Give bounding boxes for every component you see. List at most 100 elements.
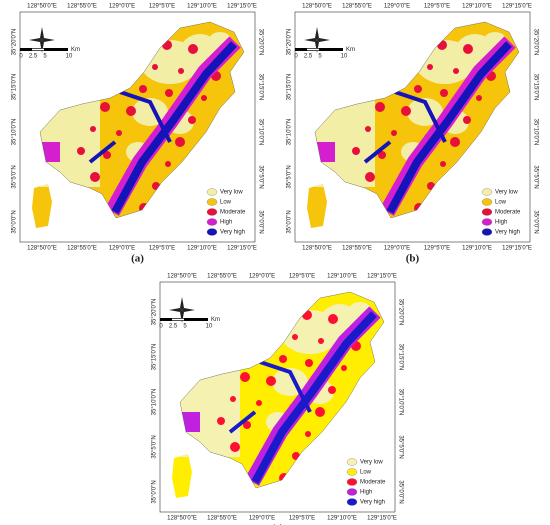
longitude-label: 129°5'0"E — [289, 274, 315, 280]
moderate-zone — [440, 161, 446, 167]
panel-caption: (c) — [271, 523, 284, 525]
legend-swatch — [481, 228, 493, 236]
moderate-zone — [175, 137, 185, 147]
compass-arrow — [180, 310, 184, 323]
very-high-zone — [111, 41, 237, 214]
longitude-label: 129°15'0"E — [227, 246, 257, 252]
longitude-label: 128°55'0"E — [67, 246, 97, 252]
latitude-label: 35°20'0"N — [397, 299, 403, 326]
very-high-zone — [88, 90, 172, 164]
scale-label: 5 — [183, 324, 187, 330]
scale-label: 2.5 — [304, 54, 313, 60]
scale-label: 5 — [43, 54, 47, 60]
moderate-zone — [188, 116, 196, 124]
compass-arrow — [42, 38, 55, 42]
panel-caption: (a) — [131, 253, 144, 265]
longitude-label: 128°55'0"E — [207, 274, 237, 280]
scale-unit: Km — [346, 47, 355, 53]
moderate-zone — [188, 44, 198, 54]
legend-label: Moderate — [495, 210, 521, 216]
moderate-zone — [165, 89, 173, 97]
moderate-zone — [230, 442, 240, 452]
moderate-zone — [266, 376, 276, 386]
longitude-label: 129°15'0"E — [502, 246, 532, 252]
latitude-label: 35°5'0"N — [257, 165, 263, 188]
moderate-zone — [318, 338, 324, 344]
moderate-zone — [365, 172, 375, 182]
moderate-zone — [77, 147, 85, 155]
legend-label: High — [495, 220, 507, 226]
longitude-label: 129°10'0"E — [187, 4, 217, 10]
compass-arrow — [40, 40, 44, 53]
latitude-label: 35°15'0"N — [397, 344, 403, 371]
moderate-zone — [463, 44, 473, 54]
compass-arrow — [182, 308, 195, 312]
legend-swatch — [481, 188, 493, 196]
latitude-label: 35°20'0"N — [152, 299, 158, 326]
longitude-label: 129°5'0"E — [289, 516, 315, 522]
longitude-label: 129°0'0"E — [109, 4, 135, 10]
longitude-label: 128°50'0"E — [167, 516, 197, 522]
longitude-label: 129°5'0"E — [149, 4, 175, 10]
legend-label: Low — [495, 200, 507, 206]
latitude-label: 35°0'0"N — [397, 480, 403, 503]
moderate-zone — [256, 400, 262, 406]
longitude-label: 128°55'0"E — [342, 246, 372, 252]
moderate-zone — [328, 386, 336, 394]
legend-label: Very high — [495, 230, 520, 236]
moderate-zone — [103, 151, 111, 159]
moderate-zone — [476, 95, 482, 101]
latitude-label: 35°15'0"N — [152, 344, 158, 371]
moderate-zone — [427, 64, 433, 70]
moderate-zone — [328, 314, 338, 324]
longitude-label: 129°5'0"E — [424, 4, 450, 10]
scale-bar — [307, 48, 319, 51]
longitude-label: 129°10'0"E — [327, 516, 357, 522]
legend-swatch — [481, 218, 493, 226]
moderate-zone — [165, 161, 171, 167]
very-high-zone — [228, 360, 312, 434]
very-high-zone — [386, 41, 512, 214]
longitude-label: 128°50'0"E — [27, 4, 57, 10]
moderate-zone — [90, 126, 96, 132]
scale-label: 5 — [318, 54, 322, 60]
longitude-label: 129°10'0"E — [187, 246, 217, 252]
latitude-label: 35°15'0"N — [532, 74, 538, 101]
latitude-label: 35°20'0"N — [532, 29, 538, 56]
moderate-zone — [230, 396, 236, 402]
moderate-zone — [217, 417, 225, 425]
legend-swatch — [346, 498, 358, 506]
longitude-label: 129°15'0"E — [367, 274, 397, 280]
longitude-label: 129°0'0"E — [109, 246, 135, 252]
longitude-label: 129°0'0"E — [249, 274, 275, 280]
legend-label: High — [220, 220, 232, 226]
latitude-label: 35°5'0"N — [287, 165, 293, 188]
moderate-zone — [365, 126, 371, 132]
moderate-zone — [90, 172, 100, 182]
legend-swatch — [206, 218, 218, 226]
longitude-label: 128°55'0"E — [207, 516, 237, 522]
latitude-label: 35°0'0"N — [152, 480, 158, 503]
moderate-zone — [450, 137, 460, 147]
latitude-label: 35°0'0"N — [257, 210, 263, 233]
latitude-label: 35°0'0"N — [12, 210, 18, 233]
scale-unit: Km — [71, 47, 80, 53]
longitude-label: 128°55'0"E — [67, 4, 97, 10]
scale-unit: Km — [211, 317, 220, 323]
longitude-label: 129°10'0"E — [327, 274, 357, 280]
scale-bar — [172, 318, 184, 321]
longitude-label: 129°10'0"E — [462, 246, 492, 252]
scale-label: 0 — [159, 324, 163, 330]
latitude-label: 35°5'0"N — [532, 165, 538, 188]
legend-swatch — [481, 208, 493, 216]
compass — [304, 27, 330, 53]
compass-arrow — [29, 38, 42, 42]
legend-label: Low — [360, 470, 372, 476]
moderate-zone — [305, 431, 311, 437]
longitude-label: 129°5'0"E — [424, 246, 450, 252]
moderate-zone — [463, 116, 471, 124]
latitude-label: 35°0'0"N — [532, 210, 538, 233]
